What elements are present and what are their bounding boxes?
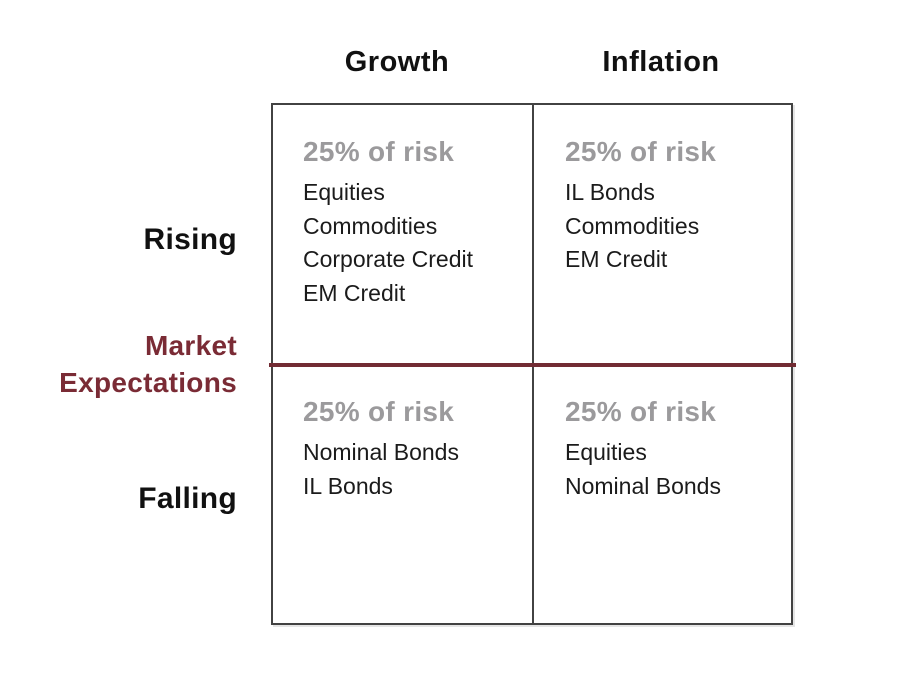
row-label-rising: Rising — [143, 223, 237, 256]
quadrant-growth-falling: 25% of risk Nominal Bonds IL Bonds — [303, 396, 528, 503]
asset-item: IL Bonds — [565, 179, 655, 205]
market-expectations-axis-line — [269, 363, 796, 367]
asset-item: Nominal Bonds — [565, 472, 721, 499]
quadrant-inflation-falling: 25% of risk Equities Nominal Bonds — [565, 396, 790, 503]
asset-item: IL Bonds — [303, 472, 393, 499]
asset-item: EM Credit — [565, 246, 668, 272]
axis-label-line1: Market — [144, 330, 237, 361]
risk-share-label: 25% of risk — [565, 396, 717, 427]
risk-share-label: 25% of risk — [565, 136, 717, 167]
asset-item: Commodities — [565, 212, 700, 239]
asset-item: Corporate Credit — [303, 246, 474, 272]
row-label-falling: Falling — [138, 482, 237, 515]
asset-item: Nominal Bonds — [303, 439, 459, 465]
column-header-growth: Growth — [344, 46, 450, 78]
asset-item: Equities — [303, 179, 385, 205]
risk-share-label: 25% of risk — [303, 396, 455, 427]
asset-item: Equities — [565, 439, 647, 465]
axis-label-line2: Expectations — [59, 367, 237, 398]
asset-item: EM Credit — [303, 279, 406, 306]
axis-label-market-expectations: Market Expectations — [0, 327, 237, 401]
quadrant-growth-rising: 25% of risk Equities Commodities Corpora… — [303, 136, 528, 310]
risk-share-label: 25% of risk — [303, 136, 455, 167]
column-header-inflation: Inflation — [602, 46, 720, 78]
asset-item: Commodities — [303, 212, 438, 239]
quadrant-inflation-rising: 25% of risk IL Bonds Commodities EM Cred… — [565, 136, 790, 277]
